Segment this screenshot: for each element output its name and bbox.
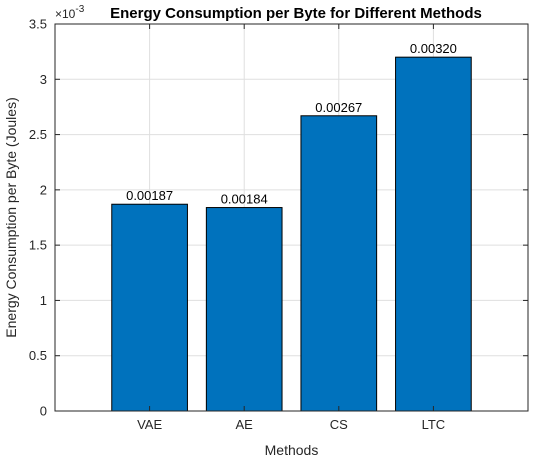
y-tick-label: 1.5 [29, 238, 47, 253]
y-tick-label: 0.5 [29, 348, 47, 363]
x-axis-label: Methods [265, 442, 319, 458]
bar-cs [300, 115, 378, 412]
bars [111, 56, 472, 412]
chart-title: Energy Consumption per Byte for Differen… [110, 5, 482, 22]
data-labels: 0.00187 0.00184 0.00267 0.00320 [126, 41, 457, 206]
data-label-cs: 0.00267 [315, 100, 362, 115]
y-tick-label: 1 [40, 293, 47, 308]
bar-vae [111, 203, 188, 412]
x-tick-label: VAE [137, 417, 162, 432]
bar-ltc [395, 56, 472, 412]
data-label-vae: 0.00187 [126, 188, 173, 203]
y-axis-exponent-power: -3 [75, 4, 84, 15]
y-tick-label: 0 [40, 404, 47, 419]
x-tick-label: LTC [422, 417, 446, 432]
y-axis-label: Energy Consumption per Byte (Joules) [3, 97, 19, 337]
x-tick-label: CS [330, 417, 348, 432]
x-axis-ticks: VAE AE CS LTC [137, 24, 445, 432]
y-tick-label: 3.5 [29, 17, 47, 32]
y-tick-label: 2 [40, 182, 47, 197]
x-tick-label: AE [236, 417, 254, 432]
y-axis-ticks: 0 0.5 1 1.5 2 2.5 3 3.5 [29, 17, 528, 419]
y-axis-exponent: ×10-3 [55, 4, 85, 21]
data-label-ltc: 0.00320 [410, 41, 457, 56]
bar-ae [205, 207, 283, 412]
y-tick-label: 2.5 [29, 127, 47, 142]
y-tick-label: 3 [40, 72, 47, 87]
data-label-ae: 0.00184 [221, 192, 268, 207]
plot-frame [54, 23, 529, 412]
y-axis-exponent-base: ×10 [55, 7, 76, 21]
